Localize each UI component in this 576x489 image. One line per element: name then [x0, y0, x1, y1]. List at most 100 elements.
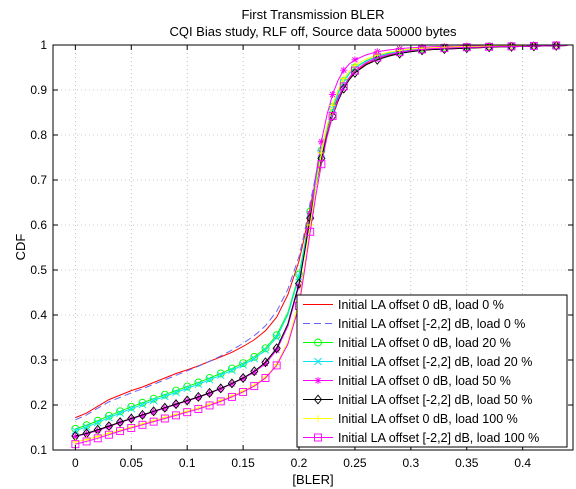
y-axis-label: CDF	[13, 234, 28, 261]
chart-subtitle: CQI Bias study, RLF off, Source data 500…	[169, 24, 457, 39]
data-point	[183, 408, 192, 417]
data-point	[149, 394, 158, 403]
x-tick-label: 0.3	[403, 456, 420, 470]
y-tick-label: 0.3	[30, 353, 47, 367]
data-point	[239, 372, 248, 384]
data-point	[194, 380, 203, 389]
plot-frame	[52, 44, 574, 451]
data-point	[529, 41, 538, 50]
data-point	[205, 387, 214, 398]
data-point	[250, 354, 259, 363]
legend-label: Initial LA offset [-2,2] dB, load 20 %	[338, 355, 532, 369]
data-point	[261, 374, 270, 382]
data-point	[183, 382, 192, 391]
data-point	[160, 390, 169, 399]
data-point	[116, 409, 124, 417]
y-tick-label: 0.2	[30, 398, 47, 412]
data-point	[328, 112, 337, 121]
axis-ticks: 0 0.05 0.1 0.15 0.2 0.25 0.3 0.35 0.4 0.1 0.2 0.3 0.…	[30, 38, 573, 470]
data-point	[485, 42, 494, 51]
data-point	[250, 382, 259, 391]
y-tick-label: 0.5	[30, 263, 47, 277]
data-point	[329, 101, 337, 109]
data-point	[272, 333, 281, 342]
data-point	[216, 397, 225, 406]
data-point	[149, 396, 158, 405]
series-line	[75, 44, 568, 437]
data-point	[205, 401, 214, 410]
y-tick-label: 1	[40, 38, 47, 52]
x-axis-label: [BLER]	[292, 472, 333, 487]
data-point	[507, 42, 516, 51]
data-point	[116, 417, 125, 428]
legend-label: Initial LA offset [-2,2] dB, load 100 %	[338, 431, 539, 445]
data-point	[317, 138, 325, 146]
data-point	[294, 278, 304, 289]
data-point	[160, 414, 169, 423]
data-point	[149, 417, 158, 426]
data-point	[161, 392, 169, 401]
legend-box	[296, 294, 568, 448]
data-point	[83, 436, 91, 444]
x-tick-label: 0.2	[291, 456, 308, 470]
legend-label: Initial LA offset [-2,2] dB, load 50 %	[338, 393, 532, 407]
x-tick-label: 0.35	[455, 456, 479, 470]
data-point	[239, 361, 247, 369]
data-point	[172, 411, 180, 420]
legend-swatch-marker	[314, 377, 322, 384]
data-point	[339, 83, 348, 94]
data-point	[71, 438, 79, 446]
data-point	[250, 368, 258, 376]
series-line	[75, 44, 568, 443]
data-point	[272, 331, 281, 340]
data-point	[105, 413, 113, 422]
data-point	[261, 357, 270, 368]
legend-swatch-marker	[314, 357, 322, 366]
data-point	[138, 409, 147, 420]
x-tick-label: 0.05	[120, 456, 144, 470]
data-point	[172, 388, 180, 397]
chart-title: First Transmission BLER	[241, 7, 384, 22]
series-layer	[71, 40, 568, 449]
data-point	[94, 427, 102, 435]
legend-swatch-marker	[313, 394, 323, 405]
data-point	[552, 40, 561, 51]
legend-label: Initial LA offset 0 dB, load 0 %	[338, 298, 504, 312]
data-point	[340, 75, 348, 83]
data-point	[227, 378, 237, 389]
data-point	[329, 91, 337, 98]
legend: Initial LA offset 0 dB, load 0 % Initial …	[296, 294, 568, 448]
data-point	[462, 43, 471, 52]
data-point	[272, 361, 281, 370]
data-point	[82, 437, 91, 446]
data-point	[350, 66, 359, 75]
data-point	[339, 82, 348, 91]
data-point	[183, 384, 192, 393]
x-tick-label: 0.4	[514, 456, 531, 470]
legend-swatch-marker	[314, 415, 322, 422]
data-point	[396, 46, 404, 54]
data-point	[272, 343, 281, 354]
data-point	[306, 227, 315, 236]
data-point	[93, 434, 102, 443]
data-point	[261, 346, 270, 354]
data-point	[93, 418, 102, 427]
data-point	[395, 48, 404, 57]
series-line	[75, 44, 568, 445]
y-tick-label: 0.8	[30, 128, 47, 142]
legend-swatch-marker	[314, 338, 322, 347]
data-point	[116, 427, 125, 436]
data-point	[183, 395, 192, 406]
data-point	[216, 371, 225, 380]
data-point	[194, 405, 203, 413]
data-point	[138, 420, 147, 429]
data-point	[239, 388, 248, 396]
data-point	[261, 344, 270, 353]
data-point	[306, 221, 314, 229]
data-point	[171, 399, 181, 410]
x-tick-label: 0.15	[231, 456, 255, 470]
data-point	[149, 406, 158, 417]
y-tick-label: 0.7	[30, 173, 47, 187]
data-point	[138, 400, 147, 409]
